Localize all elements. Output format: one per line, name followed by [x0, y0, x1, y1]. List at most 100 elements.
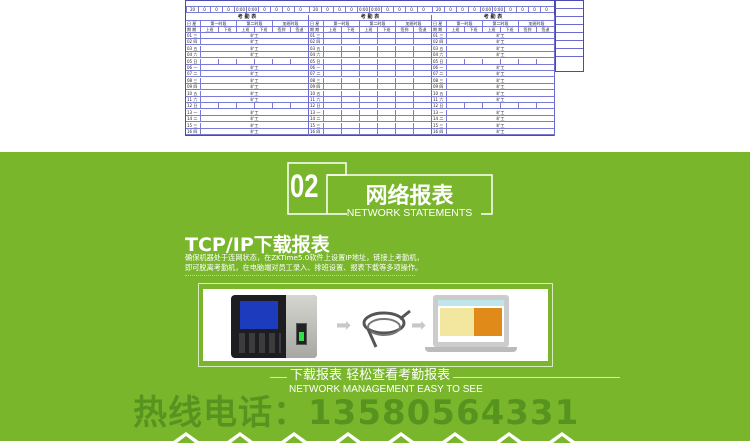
empty-cell — [413, 129, 431, 134]
table-row: 12 日 — [309, 103, 431, 110]
table-row: 10 五旷工 — [432, 90, 554, 97]
table-row: 09 四旷工 — [432, 84, 554, 91]
table-row: 02 四 — [309, 39, 431, 46]
empty-cell — [236, 58, 254, 64]
empty-cell — [413, 109, 431, 115]
empty-cell — [359, 97, 377, 102]
report-panel: 考 勤 表日 星第一时段 第二时段 加班时段期 期上班 下班 上班 下班 签到 签退 01 三旷… — [186, 15, 309, 136]
row-date: 11 六 — [433, 97, 444, 102]
table-row: 16 四旷工 — [432, 129, 554, 135]
empty-cell — [359, 71, 377, 77]
row-date: 05 日 — [433, 58, 444, 64]
row-status: 旷工 — [446, 52, 554, 58]
empty-cell — [359, 129, 377, 134]
empty-cell — [536, 103, 554, 109]
empty-cell — [395, 129, 413, 134]
row-date: 10 五 — [433, 90, 444, 96]
row-date: 09 四 — [310, 84, 321, 90]
chevron-icon — [548, 432, 576, 443]
summary-value: 0 — [222, 7, 234, 13]
period-header: 第二时段 — [359, 21, 395, 26]
summary-value: 20 — [432, 7, 444, 13]
period-header: 第二时段 — [482, 21, 518, 26]
row-date: 12 日 — [310, 103, 321, 109]
empty-cell — [377, 33, 395, 38]
sub-header: 签退 — [413, 27, 431, 32]
row-date: 07 二 — [433, 71, 444, 77]
empty-cell — [413, 58, 431, 64]
period-header: 加班时段 — [518, 21, 554, 26]
table-row: 16 四旷工 — [186, 129, 308, 135]
summary-value: 0 — [381, 7, 393, 13]
summary-value: 0:00 — [369, 7, 380, 13]
row-date: 11 六 — [310, 97, 321, 102]
empty-cell — [341, 122, 359, 128]
empty-cell — [323, 103, 341, 109]
row-date: 06 一 — [310, 65, 321, 70]
row-status: 旷工 — [446, 71, 554, 77]
summary-value: 0 — [456, 7, 468, 13]
row-date: 12 日 — [433, 103, 444, 109]
row-date: 07 二 — [187, 71, 198, 77]
empty-cell — [395, 84, 413, 90]
row-date: 03 五 — [310, 45, 321, 51]
row-date: 16 四 — [187, 129, 198, 134]
row-status: 旷工 — [446, 109, 554, 115]
week-header: 期 期 — [433, 27, 443, 32]
table-row: 08 三 — [309, 77, 431, 84]
empty-cell — [518, 58, 536, 64]
divider — [185, 275, 415, 276]
row-status: 旷工 — [446, 77, 554, 83]
subheader-row: 期 期上班 下班 上班 下班 签到 签退 — [432, 27, 554, 33]
empty-cell — [413, 71, 431, 77]
empty-cell — [323, 90, 341, 96]
row-status: 旷工 — [446, 122, 554, 128]
period-header: 加班时段 — [272, 21, 308, 26]
empty-cell — [272, 103, 290, 109]
empty-cell — [395, 122, 413, 128]
row-date: 04 六 — [310, 52, 321, 58]
summary-row: 20 20 20 0 0 0 0 0 0 0 0 0 0:00 0:00 0:00 0:00 0:00 0:00 0… — [186, 6, 554, 13]
chevron-icon — [495, 432, 523, 443]
empty-cell — [377, 109, 395, 115]
empty-cell — [254, 103, 272, 109]
empty-cell — [395, 65, 413, 70]
network-cable-image — [362, 309, 411, 348]
empty-cell — [395, 90, 413, 96]
row-date: 16 四 — [310, 129, 321, 134]
period-header: 加班时段 — [395, 21, 431, 26]
row-date: 04 六 — [433, 52, 444, 58]
row-date: 06 一 — [433, 65, 444, 70]
row-status: 旷工 — [200, 65, 308, 70]
row-status: 旷工 — [200, 39, 308, 45]
empty-cell — [395, 71, 413, 77]
summary-value: 0:00 — [234, 7, 245, 13]
period-header: 第二时段 — [236, 21, 272, 26]
sub-header: 上班 — [482, 27, 500, 32]
chevron-icon — [387, 432, 415, 443]
table-row: 10 五旷工 — [186, 90, 308, 97]
row-date: 07 二 — [310, 71, 321, 77]
empty-cell — [518, 103, 536, 109]
empty-cell — [323, 45, 341, 51]
empty-cell — [413, 77, 431, 83]
week-header: 期 期 — [187, 27, 197, 32]
empty-cell — [254, 58, 272, 64]
sub-header: 下班 — [218, 27, 236, 32]
row-date: 03 五 — [433, 45, 444, 51]
empty-cell — [359, 90, 377, 96]
row-date: 13 一 — [433, 109, 444, 115]
row-status: 旷工 — [200, 77, 308, 83]
empty-cell — [341, 52, 359, 58]
empty-cell — [218, 58, 236, 64]
row-date: 14 二 — [310, 116, 321, 122]
section-title-en: NETWORK STATEMENTS — [346, 207, 473, 219]
empty-cell — [500, 103, 518, 109]
row-date: 15 三 — [310, 122, 321, 128]
summary-value: 0 — [333, 7, 345, 13]
row-date: 01 三 — [433, 33, 444, 38]
empty-cell — [323, 58, 341, 64]
report-panel: 考 勤 表日 星第一时段 第二时段 加班时段期 期上班 下班 上班 下班 签到 签退 01 三旷… — [432, 15, 555, 136]
summary-value: 0 — [528, 7, 540, 13]
